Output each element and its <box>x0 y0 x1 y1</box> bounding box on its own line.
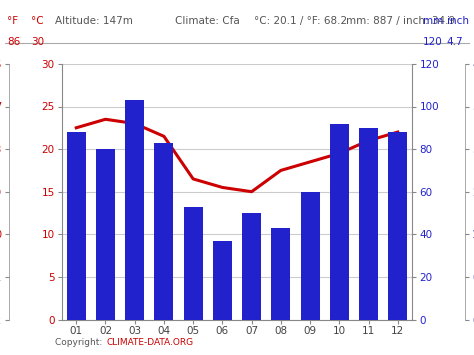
Bar <box>125 100 144 320</box>
Text: mm: 887 / inch: 34.9: mm: 887 / inch: 34.9 <box>346 16 455 26</box>
Bar <box>183 207 203 320</box>
Bar <box>242 213 261 320</box>
Bar <box>388 132 407 320</box>
Text: 120: 120 <box>423 37 443 47</box>
Text: Copyright:: Copyright: <box>55 338 105 347</box>
Text: mm: mm <box>423 16 443 26</box>
Text: °F: °F <box>7 16 18 26</box>
Bar <box>330 124 349 320</box>
Text: °C: 20.1 / °F: 68.2: °C: 20.1 / °F: 68.2 <box>254 16 346 26</box>
Text: 4.7: 4.7 <box>447 37 463 47</box>
Text: Climate: Cfa: Climate: Cfa <box>175 16 240 26</box>
Bar <box>271 228 291 320</box>
Text: 30: 30 <box>31 37 44 47</box>
Bar <box>96 149 115 320</box>
Bar <box>67 132 86 320</box>
Bar <box>155 143 173 320</box>
Bar <box>359 128 378 320</box>
Text: inch: inch <box>447 16 468 26</box>
Bar <box>301 192 319 320</box>
Text: Altitude: 147m: Altitude: 147m <box>55 16 132 26</box>
Text: °C: °C <box>31 16 44 26</box>
Text: 86: 86 <box>7 37 20 47</box>
Text: CLIMATE-DATA.ORG: CLIMATE-DATA.ORG <box>107 338 194 347</box>
Bar <box>213 241 232 320</box>
